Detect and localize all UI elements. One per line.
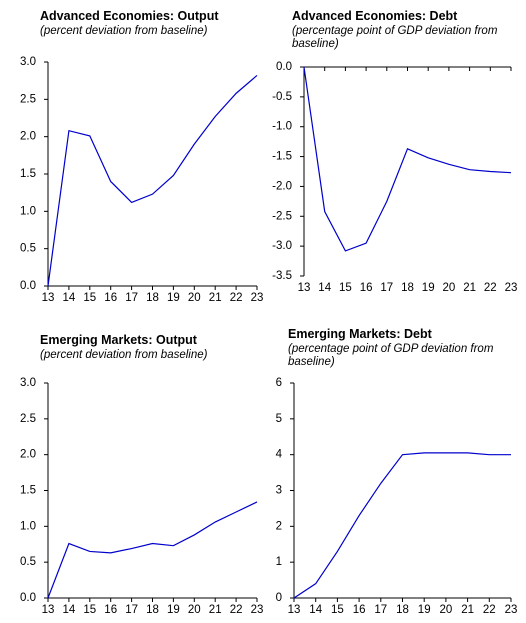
x-tick-label: 14 — [63, 604, 76, 616]
x-tick-label: 14 — [318, 282, 331, 294]
x-tick-label: 17 — [125, 292, 138, 304]
x-tick-label: 16 — [104, 292, 117, 304]
x-tick-label: 18 — [146, 292, 159, 304]
y-tick-label: 0 — [276, 592, 282, 604]
x-tick-label: 15 — [339, 282, 352, 294]
x-tick-label: 19 — [422, 282, 435, 294]
x-tick-label: 22 — [230, 604, 243, 616]
y-tick-label: 0.0 — [20, 280, 36, 292]
x-tick-label: 22 — [484, 282, 497, 294]
x-tick-label: 21 — [463, 282, 476, 294]
y-tick-label: 2.5 — [20, 93, 36, 105]
y-tick-label: 1.5 — [20, 485, 36, 497]
x-tick-label: 23 — [251, 604, 264, 616]
y-tick-label: 0.0 — [20, 592, 36, 604]
y-tick-label: 3.0 — [20, 56, 36, 68]
y-tick-label: 2.5 — [20, 413, 36, 425]
chart-subtitle: (percent deviation from baseline) — [40, 349, 208, 361]
x-tick-label: 21 — [209, 292, 222, 304]
x-tick-label: 17 — [374, 604, 387, 616]
y-tick-label: 5 — [276, 413, 282, 425]
y-tick-label: 2 — [276, 520, 282, 532]
x-tick-label: 19 — [418, 604, 431, 616]
x-tick-label: 17 — [380, 282, 393, 294]
line — [47, 501, 258, 599]
chart-subtitle: (percentage point of GDP deviation from … — [292, 25, 498, 50]
x-tick-label: 15 — [83, 604, 96, 616]
line — [47, 74, 258, 287]
x-tick-label: 13 — [42, 292, 55, 304]
line — [303, 66, 512, 252]
chart-title: Emerging Markets: Debt — [288, 327, 432, 341]
x-tick-label: 14 — [63, 292, 76, 304]
y-tick-label: -3.0 — [272, 240, 292, 252]
y-tick-label: -2.5 — [272, 210, 292, 222]
y-tick-label: 0.5 — [20, 243, 36, 255]
x-tick-label: 18 — [146, 604, 159, 616]
x-tick-label: 23 — [505, 282, 518, 294]
x-tick-label: 23 — [251, 292, 264, 304]
y-tick-label: 4 — [276, 449, 283, 461]
y-tick-label: 1 — [276, 556, 282, 568]
x-tick-label: 21 — [461, 604, 474, 616]
y-tick-label: 1.0 — [20, 520, 36, 532]
x-tick-label: 18 — [396, 604, 409, 616]
x-tick-label: 19 — [167, 604, 180, 616]
x-tick-label: 13 — [298, 282, 311, 294]
x-tick-label: 22 — [483, 604, 496, 616]
x-tick-label: 16 — [360, 282, 373, 294]
y-tick-label: 2.0 — [20, 131, 36, 143]
chart-title: Advanced Economies: Output — [40, 9, 219, 23]
x-tick-label: 23 — [505, 604, 518, 616]
x-tick-label: 19 — [167, 292, 180, 304]
x-tick-label: 14 — [309, 604, 322, 616]
y-tick-label: 1.5 — [20, 168, 36, 180]
y-tick-label: -1.0 — [272, 121, 292, 133]
y-tick-label: 3 — [276, 485, 282, 497]
y-tick-label: -3.5 — [272, 270, 292, 282]
chart-title: Emerging Markets: Output — [40, 333, 197, 347]
y-tick-label: -1.5 — [272, 151, 292, 163]
x-tick-label: 20 — [443, 282, 456, 294]
y-tick-label: -2.0 — [272, 180, 292, 192]
x-tick-label: 18 — [401, 282, 414, 294]
x-tick-label: 16 — [353, 604, 366, 616]
line — [293, 452, 511, 599]
x-tick-label: 15 — [83, 292, 96, 304]
y-tick-label: 0.0 — [276, 61, 292, 73]
x-tick-label: 21 — [209, 604, 222, 616]
chart-subtitle: (percent deviation from baseline) — [40, 25, 208, 37]
x-tick-label: 20 — [188, 292, 201, 304]
x-tick-label: 15 — [331, 604, 344, 616]
y-tick-label: 6 — [276, 377, 282, 389]
x-tick-label: 20 — [440, 604, 453, 616]
x-tick-label: 22 — [230, 292, 243, 304]
y-tick-label: 1.0 — [20, 205, 36, 217]
chart-title: Advanced Economies: Debt — [292, 9, 458, 23]
x-tick-label: 13 — [288, 604, 301, 616]
y-tick-label: 0.5 — [20, 556, 36, 568]
y-tick-label: 3.0 — [20, 377, 36, 389]
chart-subtitle: (percentage point of GDP deviation from … — [288, 343, 494, 368]
y-tick-label: -0.5 — [272, 91, 292, 103]
x-tick-label: 13 — [42, 604, 55, 616]
x-tick-label: 17 — [125, 604, 138, 616]
y-tick-label: 2.0 — [20, 449, 36, 461]
x-tick-label: 16 — [104, 604, 117, 616]
x-tick-label: 20 — [188, 604, 201, 616]
